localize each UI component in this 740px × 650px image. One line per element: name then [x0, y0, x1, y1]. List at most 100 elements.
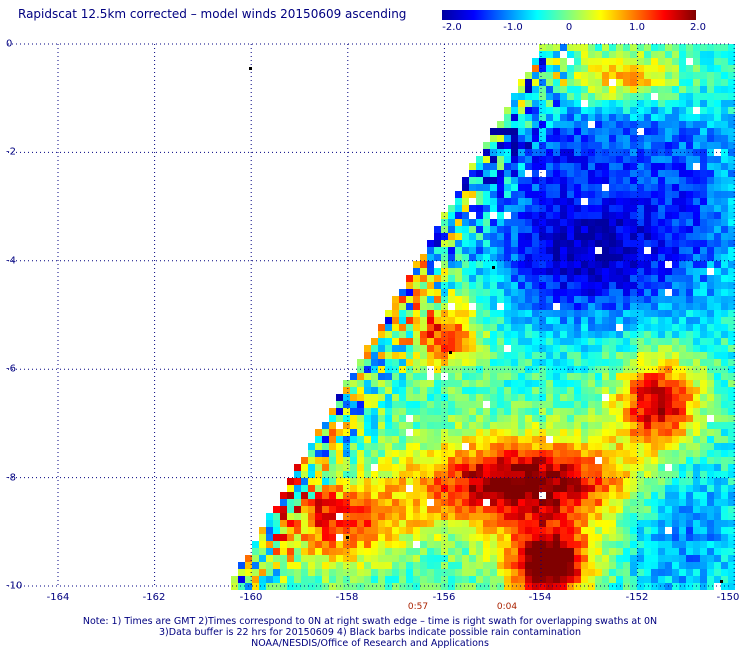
data-cell [560, 317, 567, 324]
data-cell [623, 156, 630, 163]
data-cell [714, 58, 721, 65]
data-cell [588, 548, 595, 555]
data-cell [469, 548, 476, 555]
data-cell [266, 513, 273, 520]
data-cell [679, 86, 686, 93]
data-cell [581, 317, 588, 324]
data-cell [595, 527, 602, 534]
data-cell [588, 79, 595, 86]
data-cell [504, 149, 511, 156]
data-cell [539, 233, 546, 240]
data-cell [546, 478, 553, 485]
data-cell [714, 576, 721, 583]
data-cell [658, 366, 665, 373]
data-cell [371, 443, 378, 450]
data-cell [469, 205, 476, 212]
data-cell [595, 485, 602, 492]
data-cell [637, 373, 644, 380]
data-cell [560, 387, 567, 394]
data-cell [462, 513, 469, 520]
data-cell [623, 387, 630, 394]
data-cell [651, 548, 658, 555]
data-cell [679, 422, 686, 429]
data-cell [700, 338, 707, 345]
data-cell [462, 450, 469, 457]
data-cell [637, 338, 644, 345]
data-cell [462, 583, 469, 590]
data-cell [329, 485, 336, 492]
data-cell [658, 282, 665, 289]
data-cell [714, 471, 721, 478]
data-cell [588, 555, 595, 562]
data-cell [497, 338, 504, 345]
data-cell [602, 149, 609, 156]
data-cell [595, 387, 602, 394]
data-cell [350, 485, 357, 492]
data-cell [560, 296, 567, 303]
data-cell [588, 240, 595, 247]
data-cell [630, 338, 637, 345]
data-cell [637, 317, 644, 324]
data-cell [483, 261, 490, 268]
data-cell [427, 520, 434, 527]
data-cell [455, 408, 462, 415]
data-cell [364, 562, 371, 569]
data-cell [504, 275, 511, 282]
data-cell [630, 170, 637, 177]
data-cell [399, 499, 406, 506]
data-cell [679, 513, 686, 520]
data-cell [581, 359, 588, 366]
data-cell [343, 415, 350, 422]
data-cell [728, 275, 735, 282]
data-cell [567, 226, 574, 233]
data-cell [427, 401, 434, 408]
data-cell [581, 219, 588, 226]
data-cell [609, 485, 616, 492]
data-cell [427, 296, 434, 303]
data-cell [336, 499, 343, 506]
data-cell [483, 205, 490, 212]
data-cell [658, 240, 665, 247]
data-cell [574, 170, 581, 177]
data-cell [553, 156, 560, 163]
data-cell [700, 303, 707, 310]
data-cell [602, 569, 609, 576]
data-cell [434, 275, 441, 282]
data-cell [434, 303, 441, 310]
data-cell [252, 562, 259, 569]
data-cell [553, 310, 560, 317]
data-cell [672, 520, 679, 527]
data-cell [385, 338, 392, 345]
data-cell [511, 373, 518, 380]
data-cell [637, 254, 644, 261]
data-cell [532, 142, 539, 149]
data-cell [532, 373, 539, 380]
data-cell [455, 345, 462, 352]
data-cell [567, 443, 574, 450]
data-cell [532, 562, 539, 569]
data-cell [427, 261, 434, 268]
data-cell [357, 464, 364, 471]
data-cell [553, 373, 560, 380]
data-cell [343, 520, 350, 527]
data-cell [679, 128, 686, 135]
data-cell [476, 219, 483, 226]
data-cell [364, 527, 371, 534]
data-cell [686, 72, 693, 79]
data-cell [609, 289, 616, 296]
data-cell [378, 562, 385, 569]
data-cell [378, 513, 385, 520]
data-cell [476, 520, 483, 527]
data-cell [644, 177, 651, 184]
data-cell [595, 198, 602, 205]
data-cell [651, 212, 658, 219]
data-cell [406, 506, 413, 513]
data-cell [469, 429, 476, 436]
data-cell [693, 415, 700, 422]
data-cell [490, 485, 497, 492]
data-cell [539, 44, 546, 51]
data-cell [616, 366, 623, 373]
data-cell [560, 471, 567, 478]
data-cell [511, 163, 518, 170]
data-cell [623, 86, 630, 93]
